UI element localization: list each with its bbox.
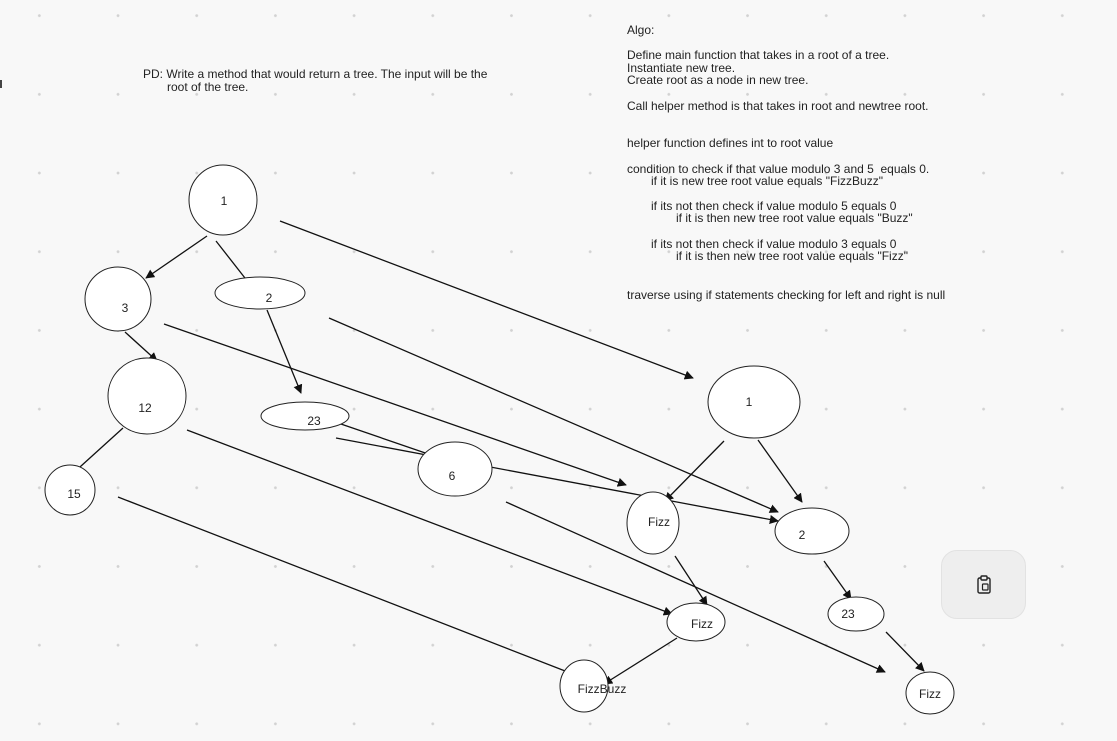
input-node-2[interactable]: 2 bbox=[214, 276, 306, 310]
map-12 bbox=[186, 429, 673, 616]
output-node-label: FizzBuzz bbox=[578, 682, 627, 696]
clipboard-icon bbox=[976, 574, 991, 594]
edge-3-to-12 bbox=[124, 331, 158, 362]
map-23 bbox=[335, 437, 779, 524]
algo-line: Create root as a node in new tree. bbox=[627, 73, 809, 87]
edge-1-to-3 bbox=[145, 235, 208, 279]
map-3 bbox=[163, 323, 627, 487]
input-node-label: 2 bbox=[266, 291, 273, 305]
input-tree: 1 3 2 12 23 6 15 bbox=[44, 164, 493, 516]
output-node-1[interactable]: 1 bbox=[707, 365, 801, 439]
algo-line: Call helper method is that takes in root… bbox=[627, 99, 929, 113]
algo-line: if its not then check if value modulo 5 … bbox=[651, 199, 897, 213]
algo-line: condition to check if that value modulo … bbox=[627, 162, 930, 176]
input-node-label: 15 bbox=[67, 487, 81, 501]
map-6 bbox=[505, 501, 886, 673]
algo-line: helper function defines int to root valu… bbox=[627, 136, 834, 150]
algo-line: Define main function that takes in a roo… bbox=[627, 48, 890, 62]
edge-2-to-23 bbox=[266, 309, 303, 394]
algo-line: if it is new tree root value equals "Fiz… bbox=[651, 174, 883, 188]
input-tree-edges bbox=[69, 235, 438, 477]
output-tree: 1 Fizz 2 Fizz 23 FizzBuzz Fizz bbox=[559, 365, 955, 715]
input-node-label: 6 bbox=[449, 469, 456, 483]
edge-out-2-to-23 bbox=[823, 560, 852, 600]
algo-line: if it is then new tree root value equals… bbox=[676, 249, 908, 263]
input-node-1[interactable]: 1 bbox=[188, 164, 258, 236]
edge-out-23-to-fizz bbox=[885, 631, 925, 672]
output-node-label: Fizz bbox=[691, 617, 713, 631]
canvas-edge-marker bbox=[0, 80, 2, 88]
output-node-fizz-left[interactable]: Fizz bbox=[626, 491, 680, 555]
edge-23-to-6 bbox=[337, 422, 438, 459]
map-1 bbox=[279, 220, 694, 380]
input-node-3[interactable]: 3 bbox=[84, 266, 152, 332]
map-15 bbox=[117, 496, 579, 678]
paste-button[interactable] bbox=[941, 550, 1026, 619]
algo-title: Algo: bbox=[627, 23, 655, 37]
input-node-15[interactable]: 15 bbox=[44, 464, 96, 516]
output-tree-edges bbox=[603, 439, 925, 685]
output-node-label: Fizz bbox=[919, 687, 941, 701]
output-node-fizz-right[interactable]: Fizz bbox=[905, 671, 955, 715]
input-node-12[interactable]: 12 bbox=[107, 357, 187, 435]
output-node-fizzbuzz[interactable]: FizzBuzz bbox=[559, 659, 627, 713]
input-node-label: 12 bbox=[138, 401, 152, 415]
edge-out-1-to-fizz bbox=[664, 440, 725, 502]
edge-out-1-to-2 bbox=[757, 439, 803, 503]
input-node-23[interactable]: 23 bbox=[260, 401, 350, 431]
algo-line: if it is then new tree root value equals… bbox=[676, 211, 913, 225]
input-node-6[interactable]: 6 bbox=[417, 441, 493, 497]
edge-out-fizz-to-fizz bbox=[674, 555, 708, 606]
input-node-label: 3 bbox=[122, 301, 129, 315]
input-node-label: 23 bbox=[307, 414, 321, 428]
problem-statement-line-2: root of the tree. bbox=[167, 80, 249, 94]
map-2 bbox=[328, 317, 779, 513]
output-node-2[interactable]: 2 bbox=[774, 507, 850, 555]
algo-line: if its not then check if value modulo 3 … bbox=[651, 237, 897, 251]
algo-line: Instantiate new tree. bbox=[627, 61, 736, 75]
output-node-label: 2 bbox=[799, 528, 806, 542]
problem-statement-line-1: PD: Write a method that would return a t… bbox=[143, 67, 488, 81]
output-node-label: 23 bbox=[841, 607, 855, 621]
output-node-fizz-mid[interactable]: Fizz bbox=[666, 602, 726, 642]
mapping-arrows bbox=[117, 220, 886, 678]
output-node-label: Fizz bbox=[648, 515, 670, 529]
output-node-label: 1 bbox=[746, 395, 753, 409]
input-node-label: 1 bbox=[221, 194, 228, 208]
output-node-23[interactable]: 23 bbox=[827, 596, 885, 632]
algo-line: traverse using if statements checking fo… bbox=[627, 288, 946, 302]
edge-out-fizz-to-fizzbuzz bbox=[603, 637, 678, 685]
